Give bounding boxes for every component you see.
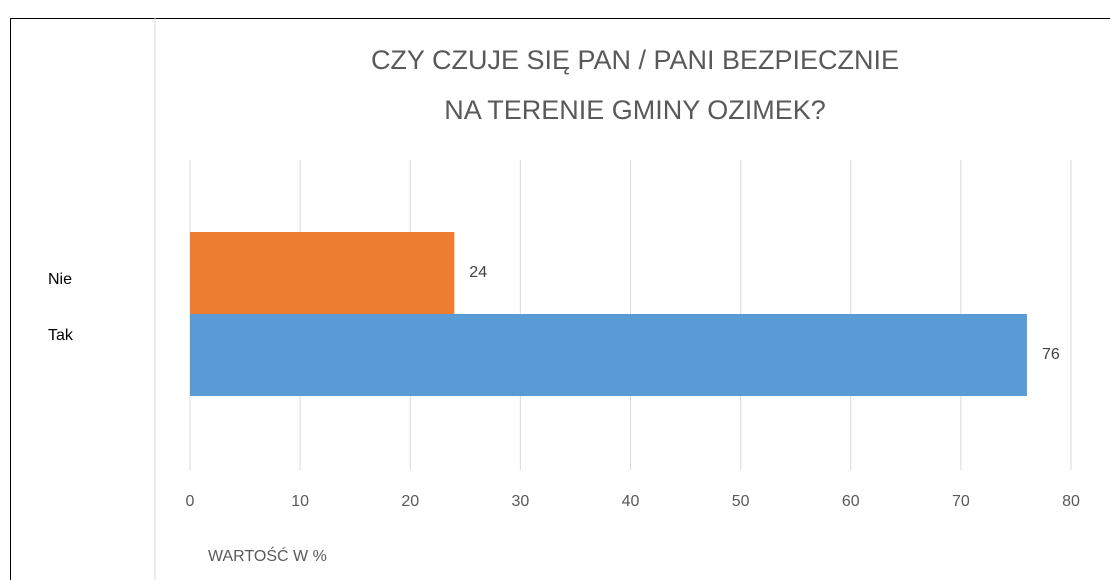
x-tick-label: 20 <box>401 493 419 510</box>
data-label: 76 <box>1042 346 1060 363</box>
data-label: 24 <box>469 264 487 281</box>
frame <box>10 18 1110 580</box>
x-axis-title: WARTOŚĆ W % <box>208 546 327 565</box>
bar <box>190 232 455 314</box>
legend-label: Tak <box>48 327 74 344</box>
x-tick-label: 50 <box>732 493 750 510</box>
chart-title: NA TERENIE GMINY OZIMEK? <box>444 95 826 125</box>
x-tick-label: 60 <box>842 493 860 510</box>
bar <box>190 314 1027 396</box>
x-tick-label: 10 <box>291 493 309 510</box>
x-tick-label: 80 <box>1062 493 1080 510</box>
x-tick-label: 40 <box>622 493 640 510</box>
legend-label: Nie <box>48 271 72 288</box>
x-tick-label: 0 <box>186 493 195 510</box>
x-tick-label: 30 <box>511 493 529 510</box>
x-tick-label: 70 <box>952 493 970 510</box>
chart-title: CZY CZUJE SIĘ PAN / PANI BEZPIECZNIE <box>371 45 899 75</box>
